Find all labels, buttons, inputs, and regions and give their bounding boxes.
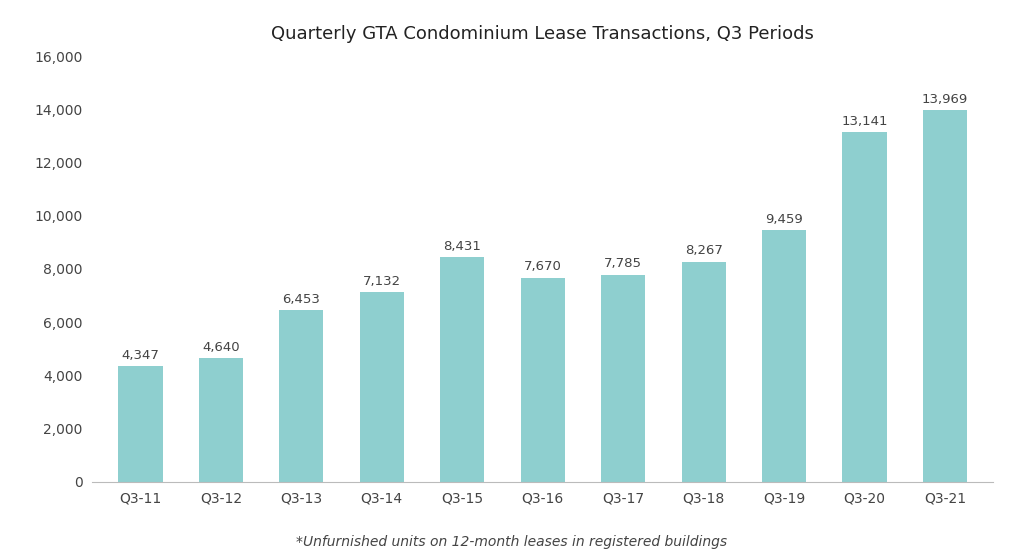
Bar: [601, 274, 645, 482]
Text: 6,453: 6,453: [283, 293, 321, 306]
Text: 8,431: 8,431: [443, 240, 481, 253]
Text: 7,132: 7,132: [362, 274, 400, 288]
Bar: [923, 110, 967, 482]
Bar: [682, 262, 726, 482]
Text: 4,347: 4,347: [122, 349, 160, 362]
Title: Quarterly GTA Condominium Lease Transactions, Q3 Periods: Quarterly GTA Condominium Lease Transact…: [271, 25, 814, 43]
Text: 8,267: 8,267: [685, 245, 723, 258]
Text: 9,459: 9,459: [765, 213, 803, 226]
Bar: [440, 258, 484, 482]
Bar: [280, 310, 324, 482]
Text: 7,670: 7,670: [524, 260, 561, 273]
Text: *Unfurnished units on 12-month leases in registered buildings: *Unfurnished units on 12-month leases in…: [296, 535, 728, 549]
Bar: [843, 132, 887, 482]
Bar: [520, 278, 565, 482]
Bar: [199, 358, 243, 482]
Bar: [359, 292, 403, 482]
Text: 7,785: 7,785: [604, 257, 642, 270]
Text: 13,969: 13,969: [922, 93, 968, 106]
Text: 13,141: 13,141: [842, 115, 888, 128]
Text: 4,640: 4,640: [202, 341, 240, 354]
Bar: [762, 230, 806, 482]
Bar: [119, 366, 163, 482]
